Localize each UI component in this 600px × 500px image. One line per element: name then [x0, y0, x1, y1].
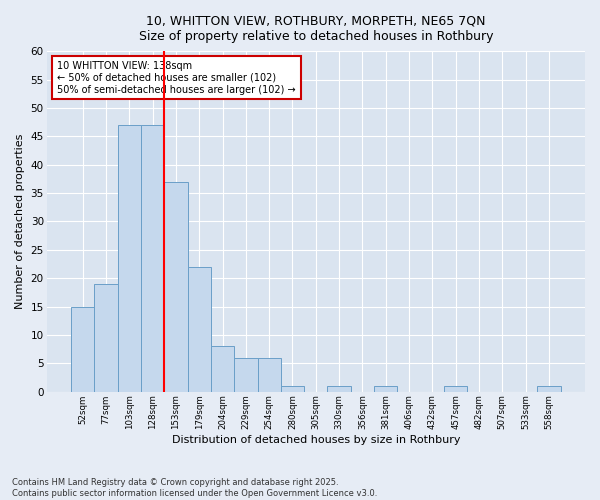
Bar: [234, 358, 257, 392]
Bar: [211, 346, 234, 392]
Bar: [188, 267, 211, 392]
X-axis label: Distribution of detached houses by size in Rothbury: Distribution of detached houses by size …: [172, 435, 460, 445]
Bar: [118, 125, 141, 392]
Bar: [257, 358, 281, 392]
Bar: [537, 386, 560, 392]
Bar: [281, 386, 304, 392]
Bar: [444, 386, 467, 392]
Text: Contains HM Land Registry data © Crown copyright and database right 2025.
Contai: Contains HM Land Registry data © Crown c…: [12, 478, 377, 498]
Bar: [374, 386, 397, 392]
Y-axis label: Number of detached properties: Number of detached properties: [15, 134, 25, 309]
Bar: [164, 182, 188, 392]
Title: 10, WHITTON VIEW, ROTHBURY, MORPETH, NE65 7QN
Size of property relative to detac: 10, WHITTON VIEW, ROTHBURY, MORPETH, NE6…: [139, 15, 493, 43]
Bar: [71, 306, 94, 392]
Text: 10 WHITTON VIEW: 138sqm
← 50% of detached houses are smaller (102)
50% of semi-d: 10 WHITTON VIEW: 138sqm ← 50% of detache…: [58, 62, 296, 94]
Bar: [94, 284, 118, 392]
Bar: [328, 386, 351, 392]
Bar: [141, 125, 164, 392]
